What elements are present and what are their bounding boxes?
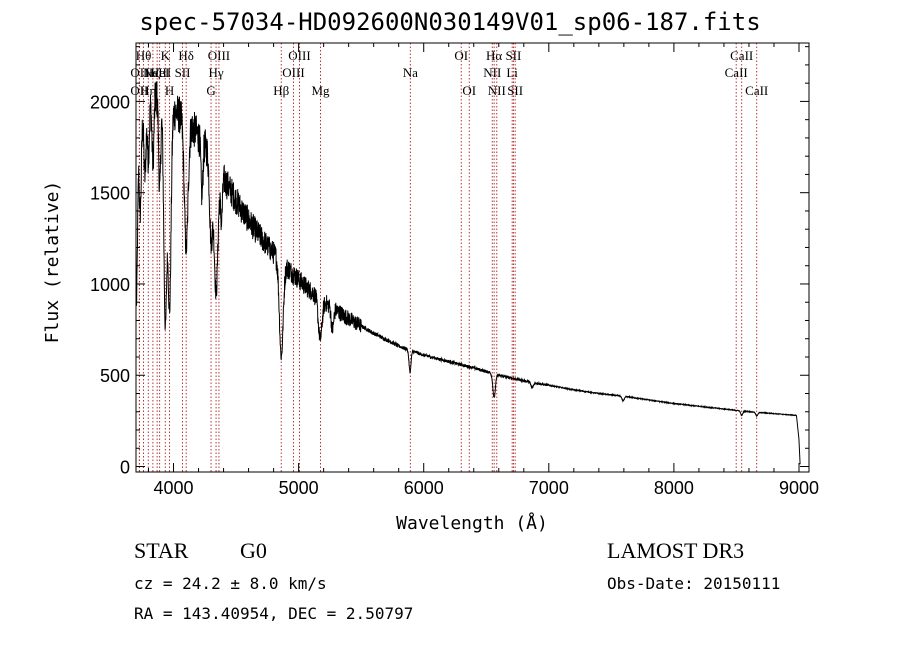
x-tick-label: 4000 [154, 478, 194, 498]
x-tick-label: 6000 [404, 478, 444, 498]
spectrum-line [135, 81, 801, 465]
line-marker-label: Hγ [208, 65, 223, 80]
line-marker-label: Hβ [273, 83, 289, 98]
line-marker-label: CaII [730, 48, 753, 63]
x-axis-label: Wavelength (Å) [396, 512, 548, 534]
object-class: STAR [134, 538, 189, 563]
object-subclass: G0 [240, 538, 267, 563]
line-marker-label: Hα [486, 48, 502, 63]
line-markers [138, 43, 758, 472]
line-marker-labels: OIIOIIHθHηHζNeIIIHeIKHSIIHδGHγOIIIHβOIII… [130, 48, 768, 98]
line-marker-label: HeI [150, 65, 170, 80]
line-marker-label: Hζ [145, 65, 160, 80]
line-marker-label: OI [462, 83, 476, 98]
coordinates-text: RA = 143.40954, DEC = 2.50797 [134, 604, 414, 623]
line-marker-label: Na [403, 65, 418, 80]
plot-frame [135, 42, 810, 473]
x-tick-label: 7000 [529, 478, 569, 498]
line-marker-label: CaII [725, 65, 748, 80]
line-marker-label: NeIII [143, 65, 171, 80]
line-marker-label: SII [175, 65, 191, 80]
line-marker-label: OIII [288, 48, 310, 63]
y-tick-label: 500 [100, 366, 130, 386]
line-marker-label: NII [488, 83, 506, 98]
line-marker-label: K [161, 48, 171, 63]
obs-date-text: Obs-Date: 20150111 [607, 574, 781, 593]
redshift-text: cz = 24.2 ± 8.0 km/s [134, 574, 327, 593]
line-marker-label: NII [483, 65, 501, 80]
line-marker-label: OIII [282, 65, 304, 80]
line-marker-label: H [165, 83, 174, 98]
line-marker-label: OII [130, 83, 148, 98]
x-tick-label: 5000 [279, 478, 319, 498]
line-marker-label: Mg [311, 83, 330, 98]
y-tick-label: 0 [120, 458, 130, 478]
line-marker-label: Li [506, 65, 518, 80]
y-tick-label: 1500 [90, 184, 130, 204]
y-axis-ticks: 0 500 1000 1500 2000 [90, 46, 809, 478]
line-marker-label: OIII [208, 48, 230, 63]
y-tick-label: 2000 [90, 92, 130, 112]
line-marker-label: G [206, 83, 215, 98]
survey-name: LAMOST DR3 [607, 538, 745, 563]
line-marker-label: SII [507, 83, 523, 98]
line-marker-label: SII [505, 48, 521, 63]
x-tick-label: 8000 [654, 478, 694, 498]
line-marker-label: OI [454, 48, 468, 63]
y-tick-label: 1000 [90, 275, 130, 295]
line-marker-label: Hθ [136, 48, 152, 63]
chart-title: spec-57034-HD092600N030149V01_sp06-187.f… [139, 8, 761, 36]
x-axis-ticks: 4000 5000 6000 7000 8000 9000 [148, 43, 819, 498]
x-tick-label: 9000 [779, 478, 819, 498]
line-marker-label: Hη [140, 83, 156, 98]
line-marker-label: CaII [745, 83, 768, 98]
y-axis-label: Flux (relative) [42, 181, 63, 344]
line-marker-label: OII [130, 65, 148, 80]
line-marker-label: Hδ [178, 48, 194, 63]
